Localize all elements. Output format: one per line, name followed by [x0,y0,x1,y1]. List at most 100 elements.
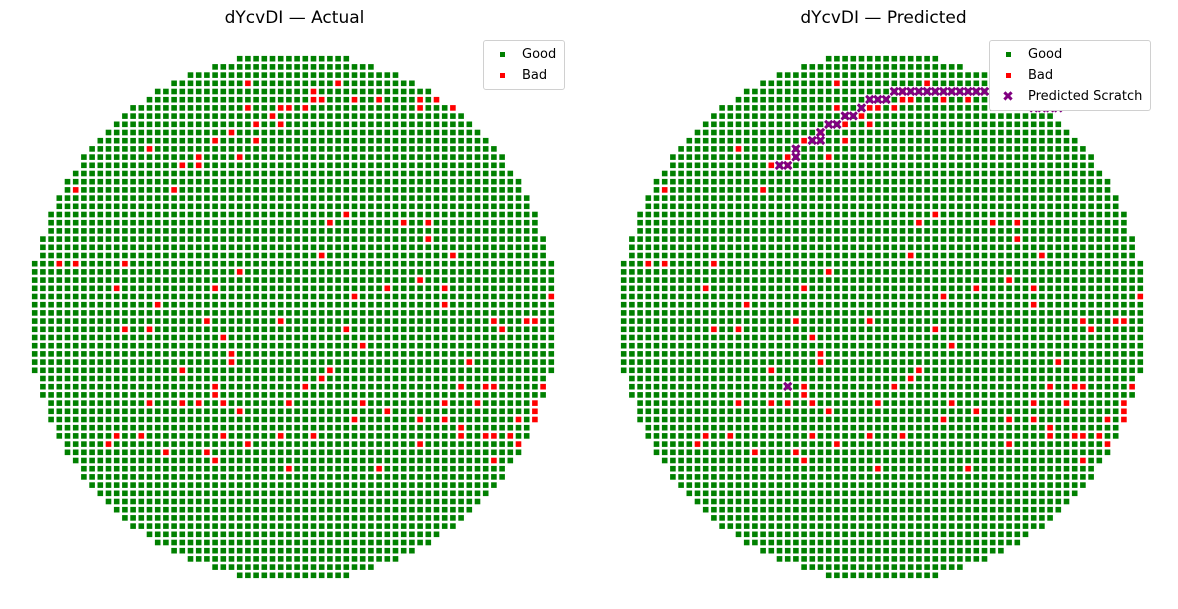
die-good [105,318,112,324]
die-good [1104,244,1111,251]
die-good [154,506,161,513]
die-good [327,523,333,529]
die-good [195,359,202,365]
die-good [384,400,391,406]
die-good [195,515,202,521]
die-good [965,146,971,152]
die-good [384,236,391,242]
die-good [735,293,742,300]
die-good [392,515,399,521]
die-good [335,195,341,201]
die-good [858,195,865,201]
die-good [842,162,848,169]
die-good [499,301,505,308]
die-good [318,260,325,267]
die-good [212,203,218,210]
die-good [368,474,374,480]
die-good [318,170,325,177]
die-good [1055,293,1062,300]
die-good [499,318,505,324]
die-good [981,154,988,160]
die-good [171,457,177,464]
die-good [138,211,145,218]
die-bad [343,211,350,218]
die-good [858,80,865,87]
die-good [400,416,407,423]
chart-actual: dYcvDI — Actual Good Bad [31,8,566,579]
die-good [760,269,766,275]
die-good [294,318,300,324]
die-good [932,178,939,185]
die-good [294,293,300,300]
die-good [277,178,284,185]
die-good [89,277,95,283]
die-good [286,490,292,497]
die-good [409,236,415,242]
die-good [425,465,432,472]
die-good [441,244,448,251]
die-good [834,228,840,234]
die-good [491,154,497,160]
die-good [433,228,440,234]
die-good [834,219,840,226]
die-good [376,482,382,488]
die-good [220,416,227,423]
die-good [343,457,350,464]
die-good [1063,301,1070,308]
die-good [228,301,235,308]
die-good [318,318,325,324]
die-good [400,408,407,415]
die-good [72,441,79,447]
die-good [253,236,259,242]
die-good [940,64,947,70]
die-good [883,137,889,144]
die-good [458,211,464,218]
die-good [474,342,481,349]
die-good [858,137,865,144]
die-good [752,187,758,193]
die-good [1063,195,1070,201]
die-good [474,408,481,415]
die-good [1088,252,1094,259]
die-good [286,523,292,529]
die-good [48,318,54,324]
die-good [294,375,300,382]
die-good [998,187,1004,193]
die-good [834,285,840,292]
die-good [825,121,832,128]
die-good [450,187,456,193]
die-good [507,416,514,423]
die-good [973,80,980,87]
die-good [392,351,399,357]
die-good [866,277,873,283]
die-good [1014,195,1021,201]
die-good [146,408,153,415]
die-good [458,244,464,251]
die-good [450,203,456,210]
die-good [1030,244,1037,251]
die-good [948,252,955,259]
die-good [187,211,194,218]
die-good [1071,310,1078,316]
die-good [1006,236,1012,242]
die-good [212,228,218,234]
die-bad [940,293,947,300]
die-good [261,482,268,488]
die-good [1071,252,1078,259]
die-good [195,367,202,374]
die-good [277,80,284,87]
die-good [302,523,309,529]
die-good [376,523,382,529]
die-bad [458,383,464,390]
die-good [441,523,448,529]
die-good [318,154,325,160]
die-good [179,211,186,218]
die-good [1080,195,1086,201]
die-good [417,383,423,390]
die-good [727,211,734,218]
die-good [335,236,341,242]
die-good [376,408,382,415]
die-good [212,449,218,456]
die-good [359,105,366,111]
die-good [973,244,980,251]
